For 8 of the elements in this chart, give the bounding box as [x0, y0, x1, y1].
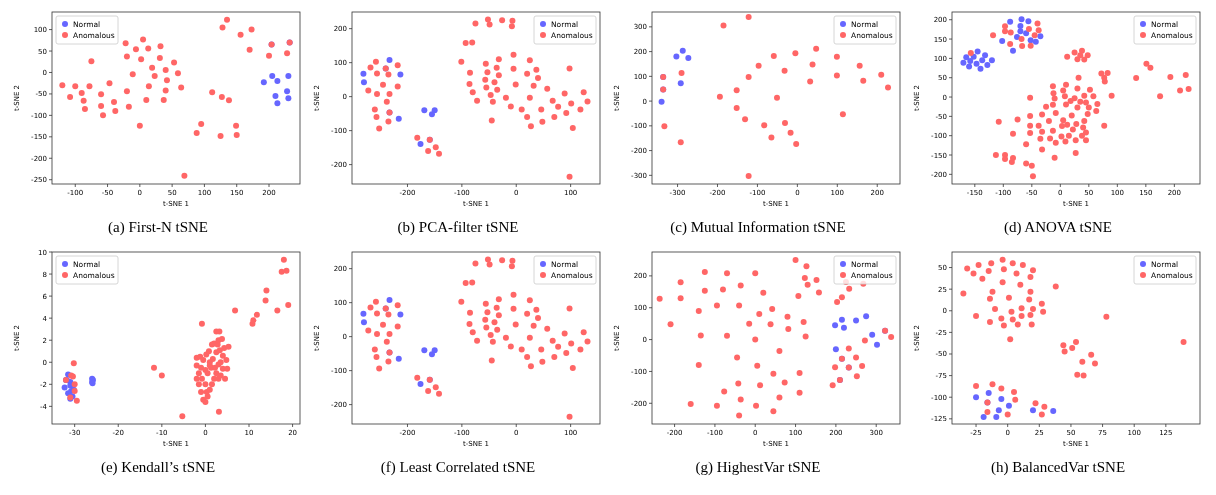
- text: (f) Least Correlated tSNE: [380, 459, 536, 476]
- text: (c) Mutual Information tSNE: [670, 219, 846, 236]
- text: (g) HighestVar tSNE: [695, 459, 821, 476]
- text: (e) Kendall’s tSNE: [100, 459, 216, 476]
- text: (d) ANOVA tSNE: [1003, 219, 1113, 236]
- text: (b) PCA-filter tSNE: [397, 219, 519, 236]
- text: (h) BalancedVar tSNE: [990, 459, 1126, 476]
- text: (a) First-N tSNE: [108, 219, 208, 236]
